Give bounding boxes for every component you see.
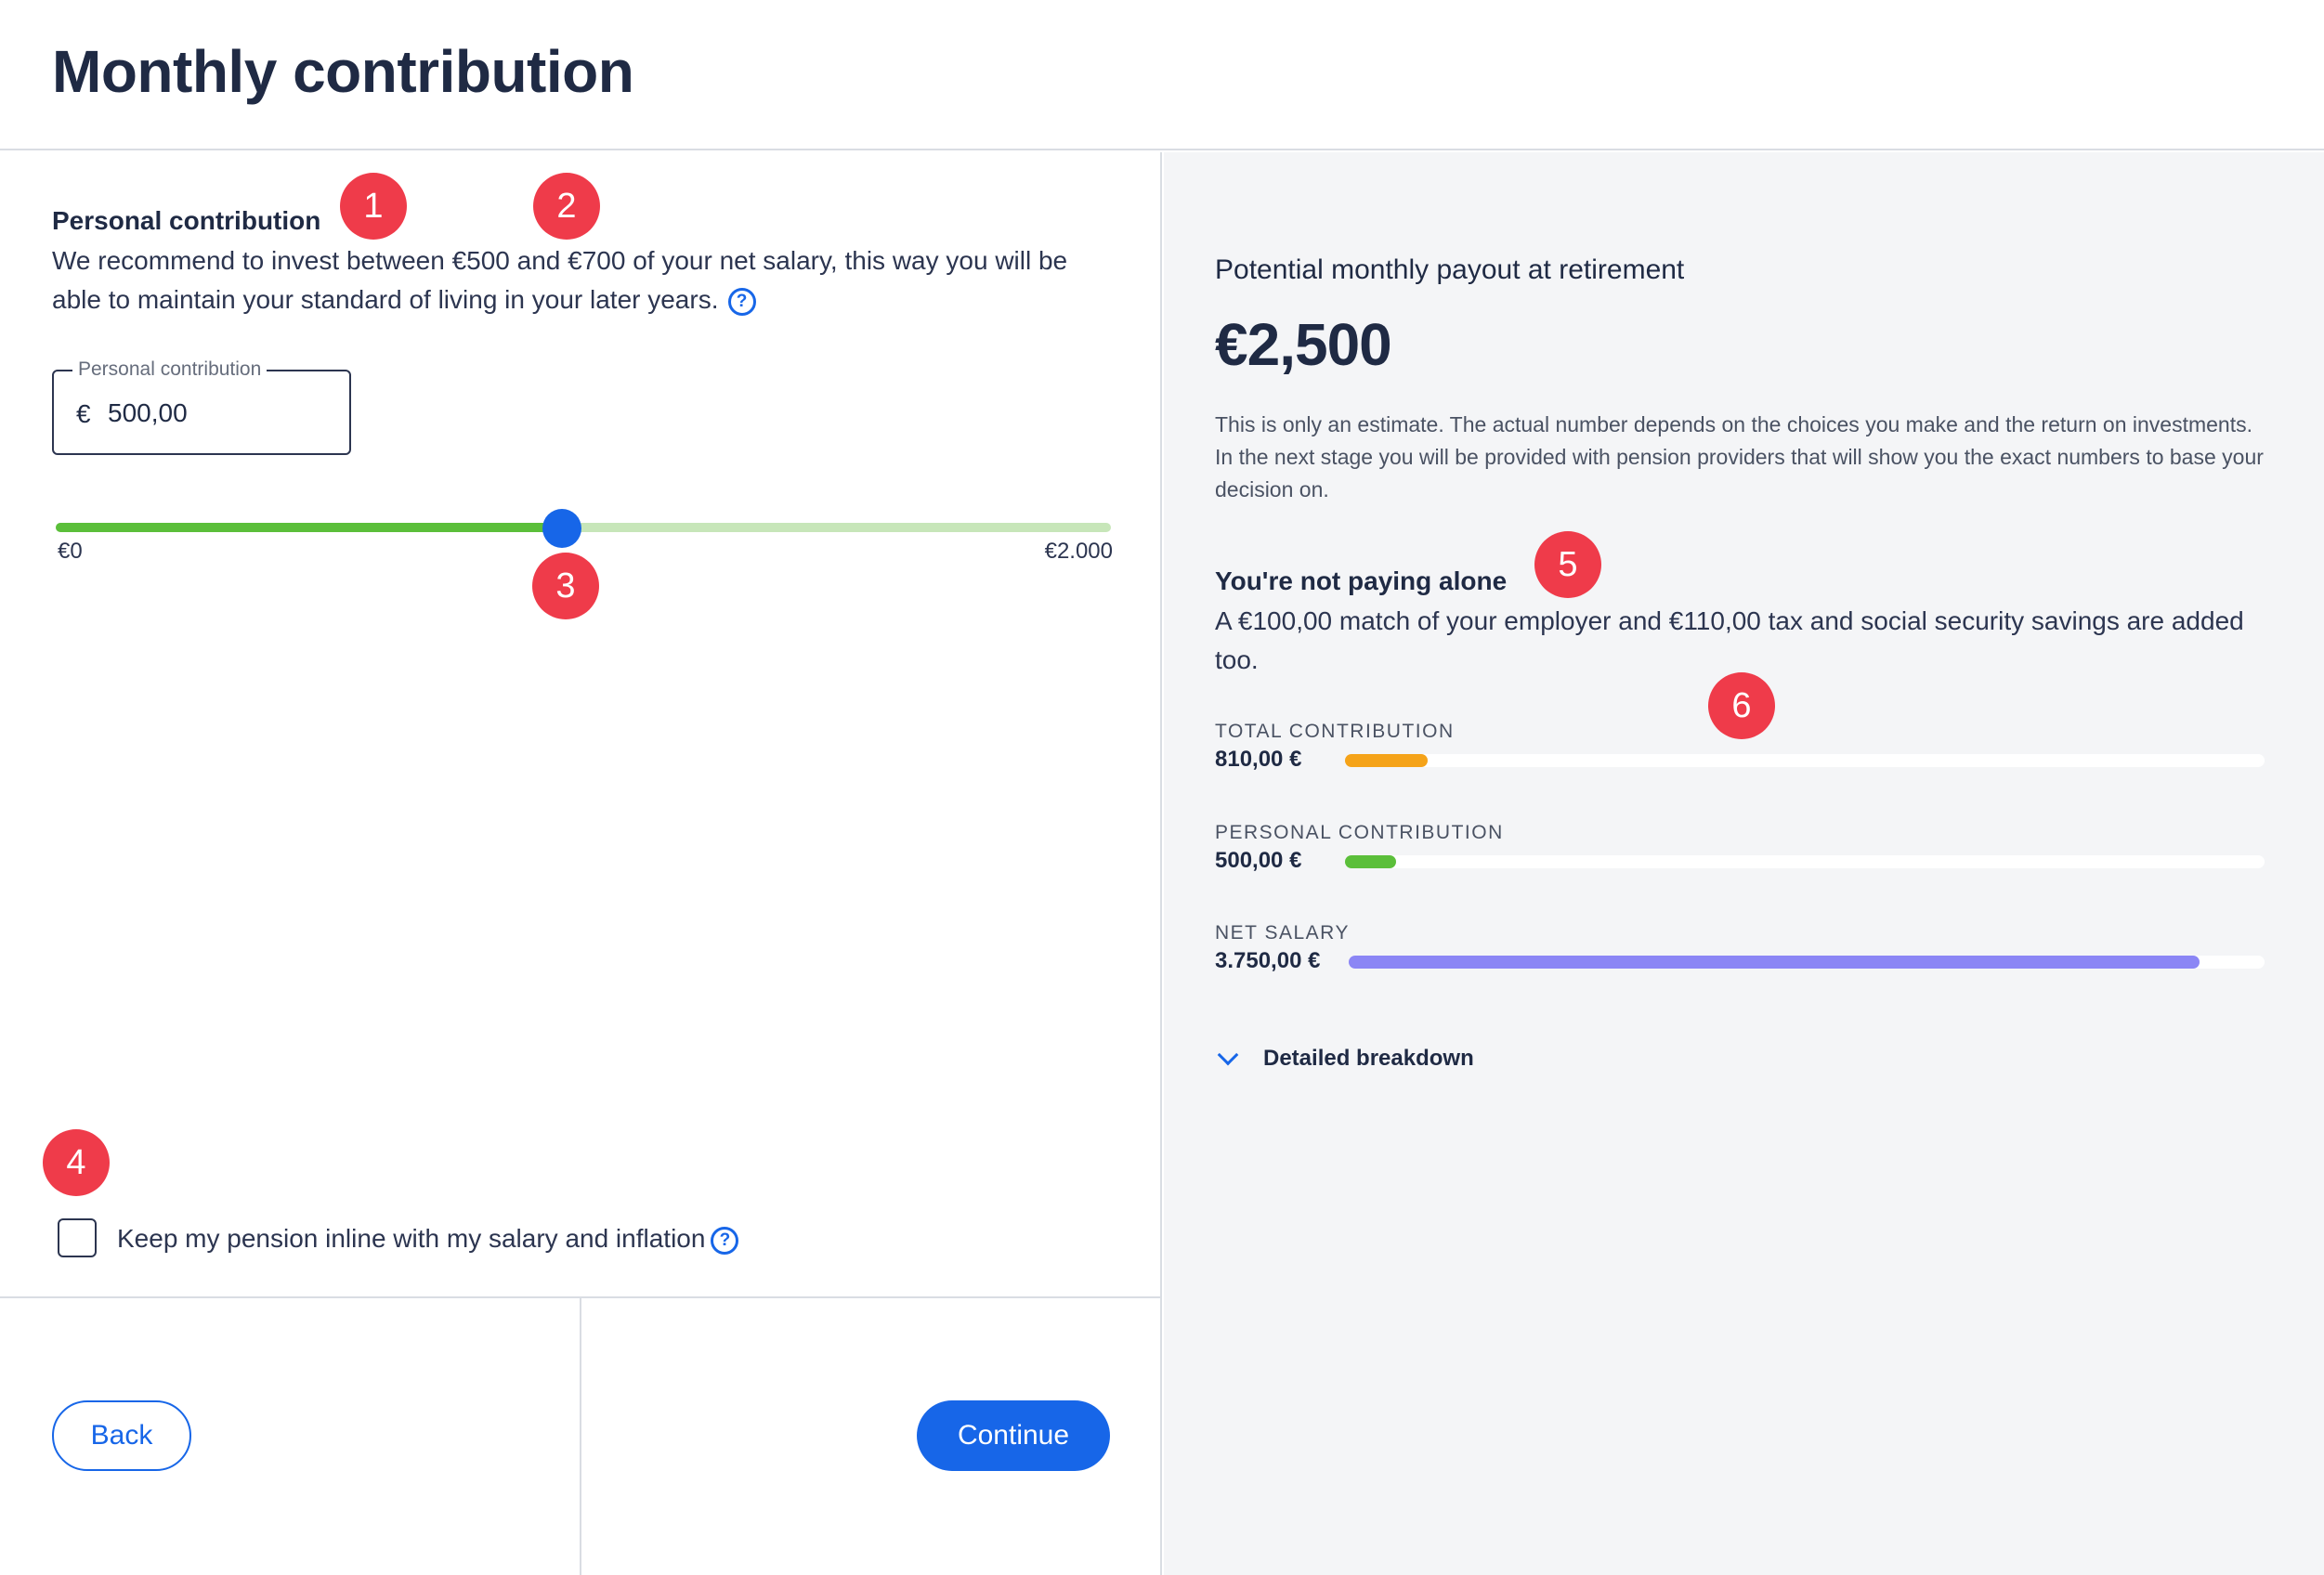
page-header: Monthly contribution [0,0,2324,150]
footer-vertical-divider [580,1298,581,1575]
continue-button[interactable]: Continue [917,1400,1110,1471]
bar-track [1345,754,2265,767]
contribution-slider[interactable] [56,509,1111,548]
bar-label: TOTAL CONTRIBUTION [1215,721,1455,742]
total-contribution-bar: TOTAL CONTRIBUTION 810,00 € [1215,721,2265,776]
summary-panel: Potential monthly payout at retirement €… [1164,152,2324,1575]
personal-contribution-field[interactable]: Personal contribution € [52,358,351,455]
chevron-down-icon[interactable] [1217,1044,1239,1066]
personal-contribution-heading: Personal contribution [52,206,321,235]
not-paying-alone-heading: You're not paying alone [1215,566,1508,595]
inflation-label-text[interactable]: Keep my pension inline with my salary an… [117,1224,706,1253]
bar-fill [1349,956,2200,969]
question-circle-icon[interactable]: ? [711,1226,739,1255]
slider-track[interactable] [56,523,1111,532]
bar-track [1345,855,2265,868]
currency-symbol: € [76,399,91,428]
bar-value: 810,00 € [1215,747,1302,772]
back-button[interactable]: Back [52,1400,191,1471]
slider-min-label: €0 [58,539,83,564]
personal-contribution-input[interactable] [108,392,331,435]
payout-label: Potential monthly payout at retirement [1215,254,1685,285]
bar-value: 500,00 € [1215,848,1302,873]
slider-max-label: €2.000 [1044,539,1113,564]
employer-match-text: A €100,00 match of your employer and €11… [1215,606,2244,674]
field-legend: Personal contribution [72,358,268,381]
page-title: Monthly contribution [52,38,634,105]
slider-thumb[interactable] [542,509,581,548]
bar-track [1349,956,2265,969]
footer-divider [0,1296,1162,1298]
annotation-marker-4: 4 [43,1129,110,1196]
payout-value: €2,500 [1215,311,1392,378]
bar-label: PERSONAL CONTRIBUTION [1215,822,1504,843]
recommendation-text: We recommend to invest between €500 and … [52,241,1102,319]
annotation-marker-6: 6 [1708,672,1775,739]
question-circle-icon[interactable]: ? [727,287,756,316]
annotation-marker-5: 5 [1534,531,1601,598]
personal-contribution-bar: PERSONAL CONTRIBUTION 500,00 € [1215,822,2265,878]
annotation-marker-2: 2 [533,173,600,240]
net-salary-bar: NET SALARY 3.750,00 € [1215,922,2265,978]
bar-fill [1345,754,1429,767]
inflation-checkbox[interactable] [58,1218,97,1257]
inflation-checkbox-label[interactable]: Keep my pension inline with my salary an… [117,1224,739,1255]
bar-fill [1345,855,1397,868]
detailed-breakdown-label[interactable]: Detailed breakdown [1263,1046,1474,1071]
bar-label: NET SALARY [1215,922,1350,944]
annotation-marker-1: 1 [340,173,407,240]
annotation-marker-3: 3 [532,553,599,619]
bar-value: 3.750,00 € [1215,948,1321,973]
slider-fill [56,523,562,532]
recommendation-body: We recommend to invest between €500 and … [52,246,1068,314]
contribution-panel: Personal contribution We recommend to in… [0,152,1162,1575]
estimate-note: This is only an estimate. The actual num… [1215,412,2264,501]
